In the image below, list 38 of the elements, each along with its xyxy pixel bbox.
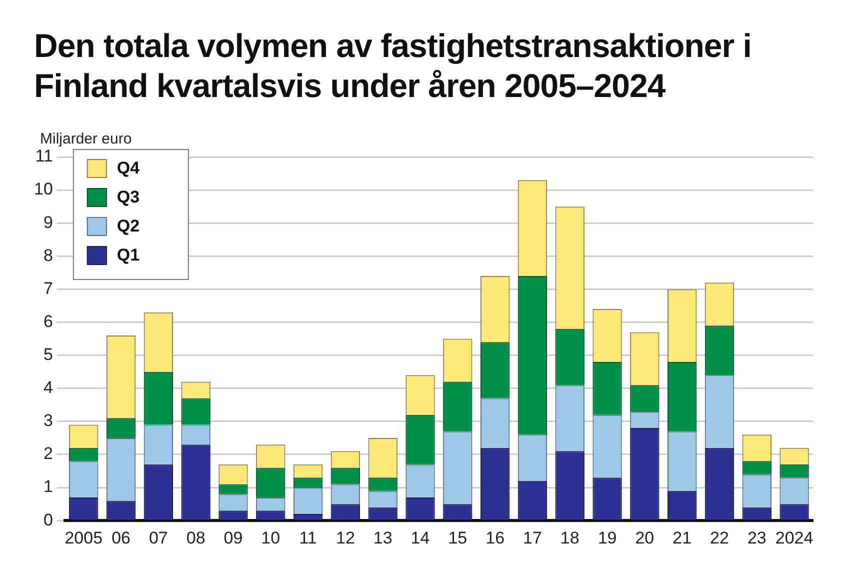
x-tick-label: 08 bbox=[186, 528, 206, 548]
x-tick-label: 17 bbox=[523, 528, 542, 548]
x-tick-label: 23 bbox=[747, 528, 766, 548]
x-tick-label: 07 bbox=[148, 528, 168, 548]
x-tick-label: 2024 bbox=[775, 528, 814, 548]
y-axis-title: Miljarder euro bbox=[40, 130, 132, 148]
x-tick-label: 18 bbox=[560, 528, 580, 548]
y-tick-label: 7 bbox=[43, 278, 53, 298]
legend-label: Q1 bbox=[116, 246, 140, 265]
y-tick-label: 10 bbox=[34, 180, 53, 199]
x-tick-label: 11 bbox=[299, 528, 317, 548]
x-tick-label: 15 bbox=[448, 528, 468, 548]
x-tick-label: 16 bbox=[486, 528, 505, 548]
y-tick-label: 0 bbox=[43, 510, 53, 530]
x-tick-label: 06 bbox=[112, 528, 130, 548]
legend-label: Q4 bbox=[116, 158, 140, 178]
x-tick-label: 09 bbox=[224, 528, 243, 548]
y-tick-label: 3 bbox=[43, 411, 53, 430]
y-tick-label: 9 bbox=[43, 212, 53, 232]
legend-label: Q3 bbox=[116, 188, 140, 207]
x-tick-label: 2005 bbox=[64, 528, 103, 548]
x-tick-label: 10 bbox=[261, 528, 280, 548]
y-tick-label: 2 bbox=[43, 444, 53, 464]
y-tick-label: 5 bbox=[43, 345, 53, 364]
y-tick-label: 1 bbox=[43, 477, 53, 496]
y-tick-label: 4 bbox=[43, 378, 53, 398]
y-tick-label: 8 bbox=[43, 246, 53, 265]
x-tick-label: 22 bbox=[710, 528, 729, 548]
y-tick-label: 11 bbox=[35, 146, 53, 166]
x-tick-label: 20 bbox=[635, 528, 654, 548]
x-tick-label: 13 bbox=[373, 528, 392, 548]
y-tick-label: 6 bbox=[43, 312, 53, 331]
chart-title: Den totala volymen av fastighetstransaktioner i Finland kvartalsvis under åren 2005–2024 bbox=[34, 26, 752, 106]
x-tick-label: 21 bbox=[672, 528, 692, 548]
x-tick-label: 19 bbox=[598, 528, 617, 548]
x-tick-label: 14 bbox=[410, 528, 430, 548]
x-tick-label: 12 bbox=[336, 528, 355, 548]
legend-label: Q2 bbox=[116, 216, 140, 236]
